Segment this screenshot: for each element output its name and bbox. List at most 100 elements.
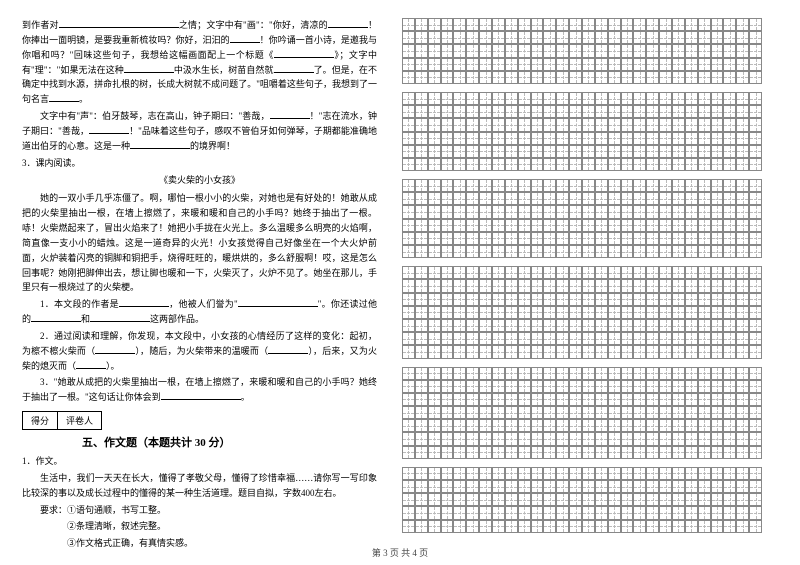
grid-cell[interactable] (595, 493, 608, 506)
grid-cell[interactable] (428, 192, 441, 205)
grid-cell[interactable] (582, 145, 595, 158)
grid-cell[interactable] (531, 432, 544, 445)
grid-cell[interactable] (556, 306, 569, 319)
grid-cell[interactable] (659, 279, 672, 292)
grid-cell[interactable] (736, 18, 749, 31)
grid-cell[interactable] (466, 380, 479, 393)
grid-cell[interactable] (621, 319, 634, 332)
grid-cell[interactable] (518, 31, 531, 44)
grid-cell[interactable] (453, 319, 466, 332)
grid-cell[interactable] (608, 132, 621, 145)
grid-cell[interactable] (582, 419, 595, 432)
grid-cell[interactable] (608, 279, 621, 292)
grid-cell[interactable] (479, 393, 492, 406)
grid-cell[interactable] (531, 419, 544, 432)
grid-cell[interactable] (621, 306, 634, 319)
grid-cell[interactable] (453, 332, 466, 345)
grid-cell[interactable] (659, 306, 672, 319)
grid-cell[interactable] (698, 493, 711, 506)
grid-cell[interactable] (479, 58, 492, 71)
grid-cell[interactable] (453, 493, 466, 506)
grid-cell[interactable] (505, 31, 518, 44)
grid-cell[interactable] (659, 58, 672, 71)
grid-cell[interactable] (569, 92, 582, 105)
grid-cell[interactable] (723, 279, 736, 292)
grid-cell[interactable] (402, 480, 415, 493)
grid-cell[interactable] (492, 467, 505, 480)
grid-cell[interactable] (505, 293, 518, 306)
grid-cell[interactable] (531, 467, 544, 480)
grid-cell[interactable] (711, 279, 724, 292)
grid-cell[interactable] (595, 105, 608, 118)
grid-cell[interactable] (543, 293, 556, 306)
grid-cell[interactable] (646, 279, 659, 292)
grid-cell[interactable] (402, 367, 415, 380)
grid-cell[interactable] (441, 306, 454, 319)
grid-cell[interactable] (492, 105, 505, 118)
grid-cell[interactable] (543, 380, 556, 393)
grid-cell[interactable] (723, 446, 736, 459)
grid-cell[interactable] (723, 406, 736, 419)
blank[interactable] (328, 18, 368, 28)
grid-cell[interactable] (556, 232, 569, 245)
blank[interactable] (130, 139, 190, 149)
grid-cell[interactable] (441, 493, 454, 506)
grid-cell[interactable] (723, 71, 736, 84)
grid-cell[interactable] (595, 219, 608, 232)
grid-cell[interactable] (633, 145, 646, 158)
grid-cell[interactable] (608, 520, 621, 533)
grid-cell[interactable] (492, 520, 505, 533)
grid-cell[interactable] (672, 432, 685, 445)
grid-cell[interactable] (685, 18, 698, 31)
grid-cell[interactable] (736, 467, 749, 480)
grid-cell[interactable] (531, 319, 544, 332)
grid-cell[interactable] (402, 118, 415, 131)
grid-cell[interactable] (543, 520, 556, 533)
grid-cell[interactable] (723, 118, 736, 131)
grid-cell[interactable] (659, 493, 672, 506)
grid-cell[interactable] (608, 31, 621, 44)
grid-cell[interactable] (736, 367, 749, 380)
grid-cell[interactable] (672, 520, 685, 533)
grid-cell[interactable] (608, 71, 621, 84)
grid-cell[interactable] (402, 319, 415, 332)
grid-cell[interactable] (556, 18, 569, 31)
grid-cell[interactable] (441, 367, 454, 380)
grid-cell[interactable] (569, 332, 582, 345)
grid-cell[interactable] (518, 446, 531, 459)
grid-cell[interactable] (621, 432, 634, 445)
grid-cell[interactable] (633, 44, 646, 57)
grid-cell[interactable] (672, 419, 685, 432)
grid-cell[interactable] (595, 132, 608, 145)
grid-cell[interactable] (556, 293, 569, 306)
grid-cell[interactable] (698, 332, 711, 345)
grid-cell[interactable] (569, 520, 582, 533)
grid-cell[interactable] (518, 58, 531, 71)
grid-cell[interactable] (595, 58, 608, 71)
grid-cell[interactable] (723, 306, 736, 319)
grid-cell[interactable] (621, 105, 634, 118)
grid-cell[interactable] (582, 105, 595, 118)
grid-cell[interactable] (685, 71, 698, 84)
grid-cell[interactable] (659, 367, 672, 380)
grid-cell[interactable] (595, 31, 608, 44)
grid-cell[interactable] (556, 31, 569, 44)
grid-cell[interactable] (531, 245, 544, 258)
grid-cell[interactable] (492, 118, 505, 131)
grid-cell[interactable] (505, 319, 518, 332)
grid-cell[interactable] (479, 145, 492, 158)
grid-cell[interactable] (415, 232, 428, 245)
grid-cell[interactable] (672, 319, 685, 332)
grid-cell[interactable] (672, 44, 685, 57)
grid-cell[interactable] (633, 132, 646, 145)
grid-cell[interactable] (453, 432, 466, 445)
grid-cell[interactable] (582, 467, 595, 480)
grid-cell[interactable] (659, 506, 672, 519)
grid-cell[interactable] (543, 219, 556, 232)
grid-cell[interactable] (608, 319, 621, 332)
grid-cell[interactable] (595, 345, 608, 358)
grid-cell[interactable] (518, 105, 531, 118)
grid-cell[interactable] (466, 232, 479, 245)
grid-cell[interactable] (749, 132, 762, 145)
grid-cell[interactable] (441, 219, 454, 232)
